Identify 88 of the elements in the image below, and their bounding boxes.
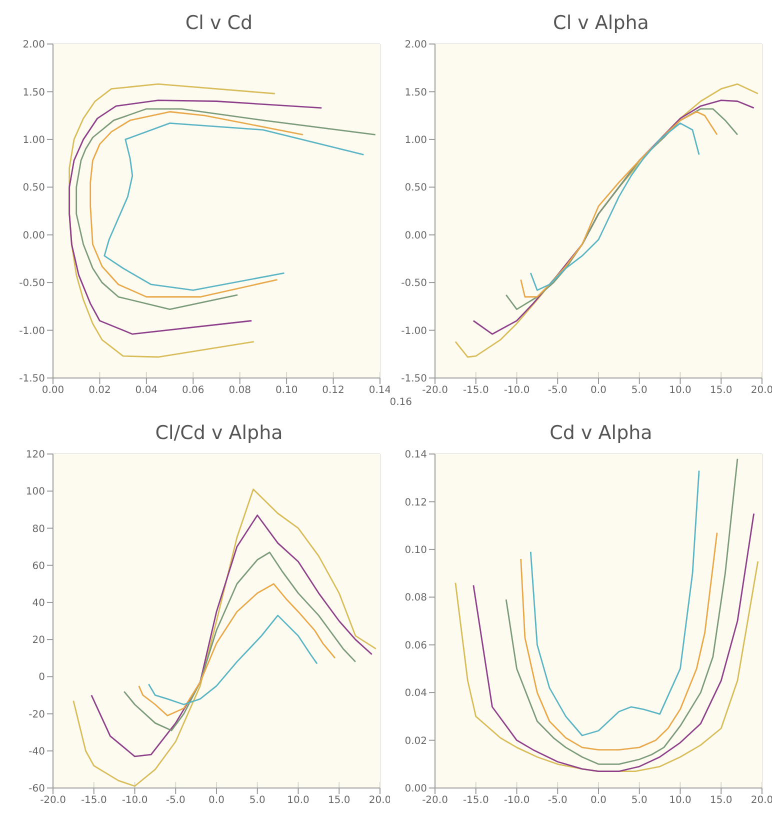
x-tick-label: 15.0: [710, 795, 732, 806]
line-series: [530, 470, 700, 736]
y-tick-label: 0: [38, 672, 45, 684]
line-series: [520, 532, 718, 751]
y-tick-label: -1.00: [19, 326, 45, 337]
x-tick-label: 10.0: [669, 385, 692, 396]
y-tick-label: 1.50: [404, 87, 427, 98]
x-tick-label: -20.0: [422, 385, 448, 396]
x-tick-label: -5.0: [548, 385, 568, 396]
chart-title: Cl v Cd: [184, 11, 254, 36]
y-tick-label: -40: [28, 746, 45, 758]
y-tick-label: 0.00: [22, 230, 45, 242]
line-series: [90, 111, 304, 298]
x-tick-label: -10.0: [504, 385, 530, 396]
text: 0.16: [390, 397, 412, 408]
y-tick-label: -1.00: [401, 326, 427, 337]
x-tick-label: 15.0: [710, 385, 732, 396]
y-tick-label: 0.12: [404, 497, 427, 508]
x-tick-label: -15.0: [462, 795, 489, 806]
y-tick-label: 0.00: [404, 230, 427, 242]
y-tick-label: 1.00: [22, 134, 45, 146]
x-tick-label: 0.12: [322, 385, 344, 396]
y-tick-label: 100: [26, 486, 45, 498]
line-series: [520, 111, 718, 298]
x-tick-label: 0.08: [228, 385, 251, 396]
x-tick-label: -15.0: [462, 385, 489, 396]
line-series: [472, 512, 755, 772]
y-tick-label: 0.04: [404, 688, 427, 700]
y-tick-label: 2.00: [22, 40, 45, 51]
line-series: [530, 122, 700, 291]
chart-title: Cl/Cd v Alpha: [154, 421, 284, 446]
y-tick-label: 0.14: [404, 450, 427, 461]
line-series: [138, 583, 336, 716]
y-tick-label: 1.00: [404, 134, 427, 146]
y-tick-label: 80: [32, 524, 45, 535]
x-tick-label: -5.0: [166, 795, 186, 806]
x-tick-label: 5.0: [631, 385, 648, 396]
x-tick-label: 5.0: [631, 795, 648, 806]
x-tick-label: 10.0: [669, 795, 692, 806]
y-tick-label: 60: [32, 560, 45, 572]
y-tick-label: -0.50: [19, 278, 45, 290]
y-tick-label: -20: [28, 709, 45, 720]
y-tick-label: 120: [26, 450, 45, 461]
y-tick-label: 0.10: [404, 544, 427, 556]
y-tick-label: 0.50: [404, 182, 427, 194]
y-tick-label: 1.50: [22, 87, 45, 98]
x-tick-label: -20.0: [422, 795, 448, 806]
line-series: [72, 488, 377, 787]
line-series: [123, 552, 356, 732]
y-tick-label: 0.08: [404, 592, 427, 604]
line-series: [76, 108, 376, 310]
line-series: [104, 122, 364, 291]
x-tick-label: 0.06: [182, 385, 204, 396]
line-series: [148, 614, 318, 706]
line-series: [68, 83, 276, 358]
x-tick-label: -10.0: [122, 795, 148, 806]
chart-title: Cl v Alpha: [552, 11, 650, 36]
y-tick-label: 2.00: [404, 40, 427, 51]
line-series: [454, 560, 759, 772]
x-tick-label: 0.0: [208, 795, 224, 806]
y-tick-label: -0.50: [401, 278, 427, 290]
y-tick-label: 40: [32, 598, 45, 609]
line-series: [505, 458, 738, 765]
x-tick-label: -20.0: [40, 795, 66, 806]
y-tick-label: 0.00: [404, 784, 427, 795]
x-tick-label: -5.0: [548, 795, 568, 806]
x-tick-label: 0.10: [275, 385, 298, 396]
x-tick-label: 0.00: [42, 385, 64, 396]
x-tick-label: 0.0: [590, 385, 606, 396]
x-tick-label: 10.0: [287, 795, 310, 806]
x-tick-label: 15.0: [328, 795, 350, 806]
x-tick-label: 5.0: [249, 795, 266, 806]
x-tick-label: 0.02: [88, 385, 111, 396]
y-tick-label: -60: [28, 784, 45, 795]
line-series: [90, 514, 373, 758]
chart-title: Cd v Alpha: [548, 421, 654, 446]
x-tick-label: 0.0: [590, 795, 606, 806]
x-tick-label: 0.04: [135, 385, 158, 396]
y-tick-label: -1.50: [19, 374, 45, 385]
y-tick-label: 20: [32, 635, 45, 646]
y-tick-label: 0.50: [22, 182, 45, 194]
x-tick-label: -15.0: [80, 795, 107, 806]
line-series: [505, 108, 738, 310]
y-tick-label: 0.06: [404, 640, 427, 652]
y-tick-label: 0.02: [404, 736, 427, 747]
x-tick-label: -10.0: [504, 795, 530, 806]
y-tick-label: -1.50: [401, 374, 427, 385]
line-series: [68, 100, 322, 335]
